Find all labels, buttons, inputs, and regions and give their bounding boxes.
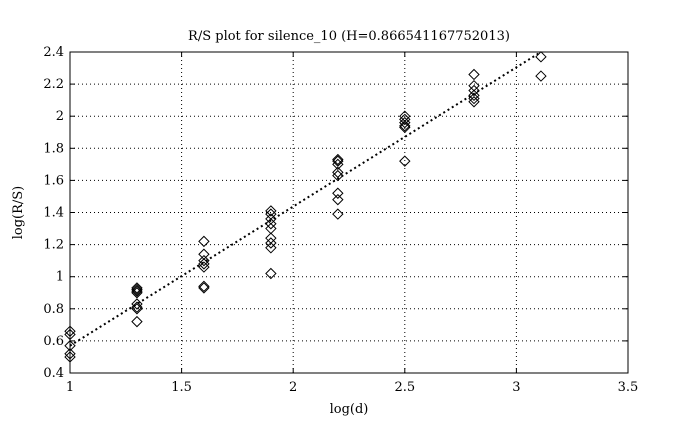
- data-point: [131, 283, 143, 296]
- y-tick-label: 1.2: [43, 238, 64, 253]
- data-point: [332, 155, 344, 167]
- x-tick-label: 1.5: [171, 380, 192, 395]
- data-point: [131, 285, 143, 297]
- y-tick-label: 1: [56, 270, 64, 285]
- y-tick-label: 2: [56, 109, 64, 124]
- grid-lines: [69, 51, 629, 374]
- data-point: [399, 113, 411, 126]
- x-tick-label: 2.5: [394, 380, 415, 395]
- data-point: [468, 68, 480, 81]
- data-point: [131, 301, 143, 313]
- y-tick-label: 0.4: [43, 366, 64, 381]
- data-point: [265, 237, 277, 249]
- data-point: [198, 261, 210, 273]
- y-tick-label: 0.8: [43, 302, 64, 317]
- data-point: [198, 280, 210, 293]
- y-tick-label: 1.8: [43, 141, 64, 156]
- data-point: [265, 242, 277, 254]
- data-point: [399, 120, 411, 132]
- y-axis-label: log(R/S): [11, 186, 26, 240]
- data-point: [265, 267, 277, 280]
- data-point: [468, 84, 480, 97]
- chart-title: R/S plot for silence_10 (H=0.86654116775…: [188, 29, 510, 44]
- data-points: [64, 51, 547, 363]
- y-tick-label: 2.4: [43, 45, 64, 60]
- data-point: [332, 208, 344, 220]
- data-point: [131, 303, 143, 315]
- data-point: [468, 89, 480, 102]
- x-tick-labels: 1 1.5 2 2.5 3 3.5: [66, 380, 638, 395]
- data-point: [198, 248, 210, 260]
- y-tick-label: 1.4: [43, 206, 64, 221]
- data-point: [535, 51, 547, 63]
- data-point: [131, 315, 143, 328]
- data-point: [198, 254, 210, 267]
- data-point: [535, 70, 547, 82]
- y-tick-label: 1.6: [43, 173, 64, 188]
- data-point: [468, 96, 480, 108]
- data-point: [399, 155, 411, 167]
- data-point: [131, 287, 143, 299]
- y-tick-labels: 0.4 0.6 0.8 1 1.2 1.4 1.6 1.8 2 2.2 2.4: [43, 45, 64, 381]
- x-tick-label: 2: [289, 380, 297, 395]
- data-point: [332, 166, 344, 179]
- data-point: [198, 258, 210, 270]
- x-tick-label: 3: [512, 380, 520, 395]
- data-point: [399, 121, 411, 134]
- y-tick-label: 0.6: [43, 334, 64, 349]
- data-point: [468, 92, 480, 105]
- data-point: [332, 193, 344, 206]
- data-point: [332, 187, 344, 199]
- data-point: [131, 298, 143, 310]
- data-point: [198, 235, 210, 248]
- data-point: [265, 205, 277, 217]
- axis-ticks: [69, 51, 629, 374]
- plot-frame: [69, 51, 629, 374]
- y-tick-label: 2.2: [43, 77, 64, 92]
- x-tick-label: 3.5: [618, 380, 639, 395]
- data-point: [265, 218, 277, 230]
- data-point: [198, 282, 210, 294]
- x-tick-label: 1: [66, 380, 74, 395]
- data-point: [332, 153, 344, 166]
- data-point: [332, 158, 344, 171]
- x-axis-label: log(d): [330, 402, 369, 417]
- data-point: [399, 116, 411, 129]
- data-point: [131, 282, 143, 294]
- data-point: [332, 169, 344, 182]
